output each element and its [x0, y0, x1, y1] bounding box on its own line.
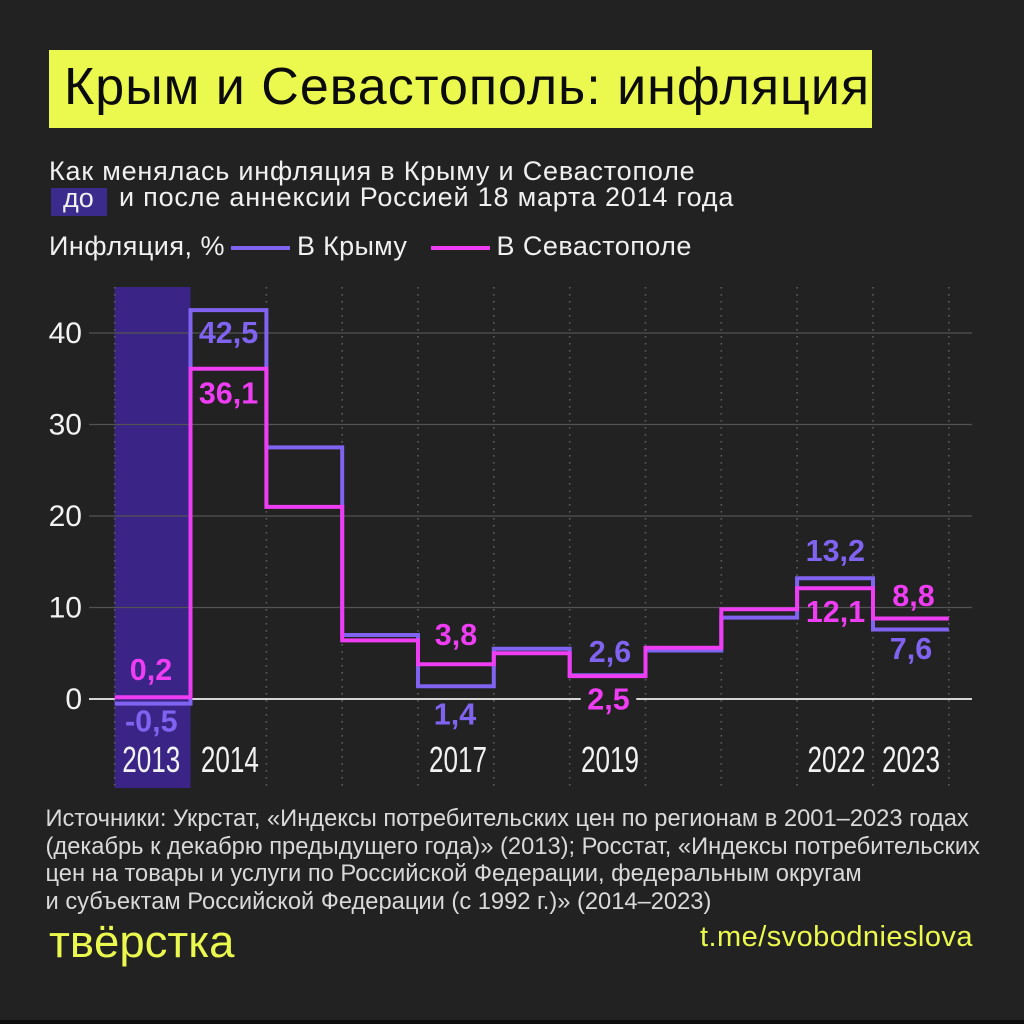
svg-text:0: 0 — [65, 683, 82, 716]
svg-text:7,6: 7,6 — [890, 632, 932, 666]
svg-text:8,8: 8,8 — [892, 579, 934, 613]
svg-text:0,2: 0,2 — [130, 653, 172, 687]
svg-text:2,5: 2,5 — [587, 683, 629, 717]
svg-text:2014: 2014 — [201, 739, 259, 780]
svg-text:2019: 2019 — [581, 739, 639, 780]
svg-text:13,2: 13,2 — [806, 534, 865, 568]
svg-text:2013: 2013 — [122, 739, 180, 780]
svg-text:10: 10 — [49, 592, 82, 625]
svg-text:36,1: 36,1 — [199, 377, 258, 411]
svg-text:12,1: 12,1 — [806, 595, 865, 629]
svg-text:30: 30 — [49, 409, 82, 442]
svg-text:-0,5: -0,5 — [125, 705, 178, 739]
svg-text:2022: 2022 — [808, 739, 866, 780]
svg-text:1,4: 1,4 — [434, 698, 476, 732]
svg-text:3,8: 3,8 — [435, 618, 477, 652]
svg-text:2,6: 2,6 — [589, 635, 631, 669]
svg-text:2023: 2023 — [882, 739, 940, 780]
svg-text:2017: 2017 — [429, 739, 487, 780]
svg-text:42,5: 42,5 — [199, 316, 258, 350]
svg-text:40: 40 — [49, 317, 82, 350]
svg-text:20: 20 — [49, 500, 82, 533]
